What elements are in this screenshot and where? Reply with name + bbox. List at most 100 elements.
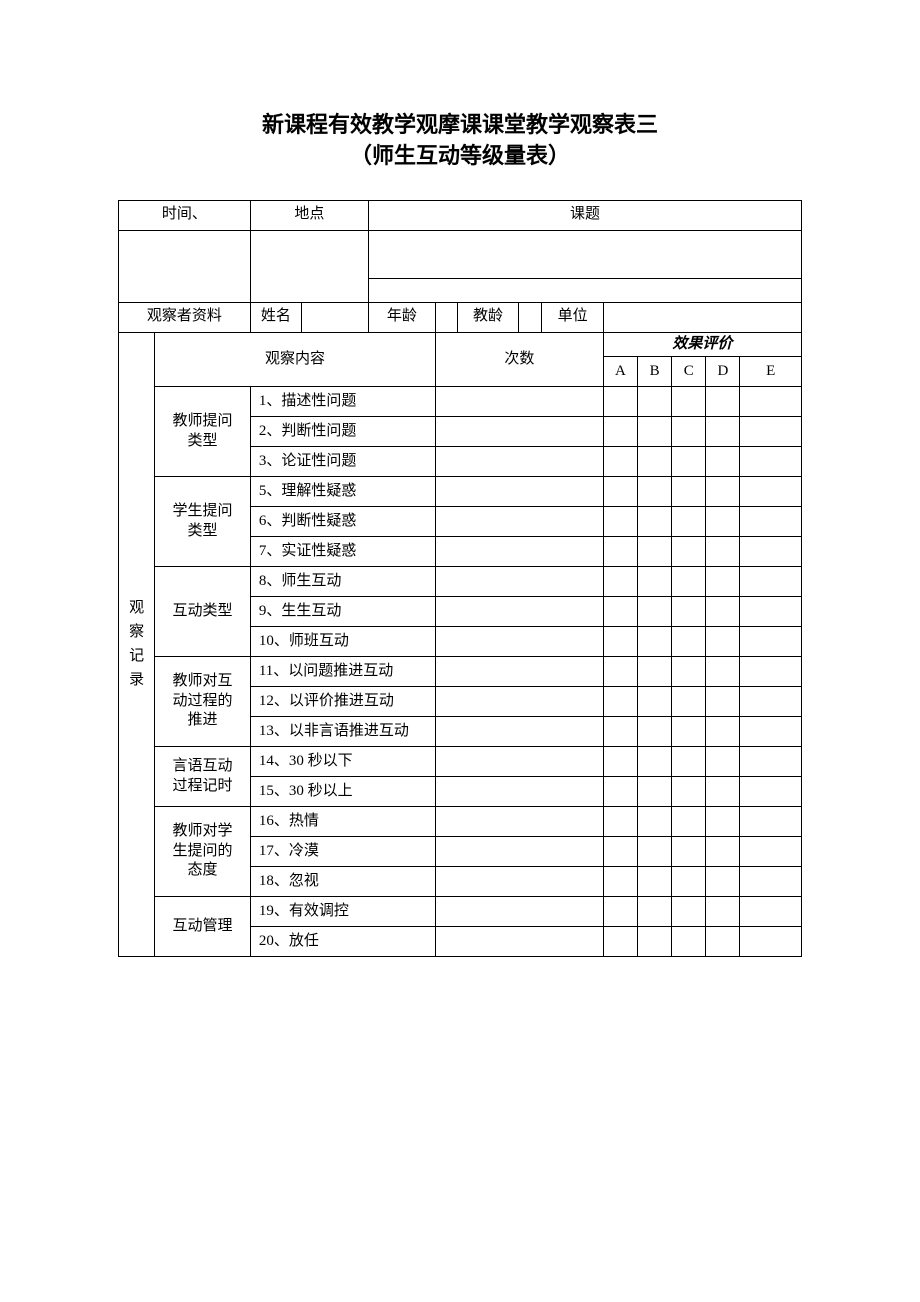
eval-cell — [672, 777, 706, 807]
item-label: 17、冷漠 — [250, 837, 435, 867]
item-label: 15、30 秒以上 — [250, 777, 435, 807]
eval-cell — [603, 537, 637, 567]
eval-cell — [706, 807, 740, 837]
eval-col-c: C — [672, 357, 706, 387]
count-cell — [435, 387, 603, 417]
eval-cell — [603, 837, 637, 867]
item-label: 18、忽视 — [250, 867, 435, 897]
eval-cell — [706, 507, 740, 537]
count-cell — [435, 717, 603, 747]
eval-cell — [740, 447, 802, 477]
eval-cell — [638, 687, 672, 717]
eval-cell — [672, 867, 706, 897]
eval-cell — [740, 807, 802, 837]
eval-cell — [706, 687, 740, 717]
eval-cell — [603, 597, 637, 627]
effect-eval-header: 效果评价 — [603, 332, 801, 357]
eval-cell — [740, 477, 802, 507]
teach-age-value — [519, 302, 542, 332]
eval-cell — [603, 657, 637, 687]
eval-cell — [603, 507, 637, 537]
category-label: 互动类型 — [155, 567, 251, 657]
place-label: 地点 — [250, 200, 368, 230]
category-label: 教师对互动过程的推进 — [155, 657, 251, 747]
eval-cell — [706, 867, 740, 897]
table-row: 互动管理 19、有效调控 — [119, 897, 802, 927]
eval-cell — [638, 387, 672, 417]
count-cell — [435, 657, 603, 687]
count-cell — [435, 747, 603, 777]
eval-cell — [740, 777, 802, 807]
eval-cell — [638, 417, 672, 447]
eval-cell — [603, 927, 637, 957]
item-label: 7、实证性疑惑 — [250, 537, 435, 567]
eval-cell — [638, 507, 672, 537]
eval-cell — [638, 657, 672, 687]
count-cell — [435, 867, 603, 897]
topic-label: 课题 — [368, 200, 801, 230]
item-label: 6、判断性疑惑 — [250, 507, 435, 537]
eval-cell — [638, 807, 672, 837]
eval-col-a: A — [603, 357, 637, 387]
eval-cell — [740, 507, 802, 537]
eval-cell — [672, 447, 706, 477]
eval-col-e: E — [740, 357, 802, 387]
time-value — [119, 230, 251, 302]
category-label: 言语互动过程记时 — [155, 747, 251, 807]
count-cell — [435, 417, 603, 447]
eval-cell — [672, 687, 706, 717]
count-cell — [435, 567, 603, 597]
observer-label: 观察者资料 — [119, 302, 251, 332]
eval-cell — [740, 537, 802, 567]
eval-cell — [638, 447, 672, 477]
eval-cell — [672, 567, 706, 597]
time-label: 时间、 — [119, 200, 251, 230]
eval-cell — [740, 717, 802, 747]
topic-value-1 — [368, 230, 801, 278]
eval-cell — [638, 897, 672, 927]
eval-cell — [672, 927, 706, 957]
eval-cell — [740, 417, 802, 447]
header-row-1: 时间、 地点 课题 — [119, 200, 802, 230]
unit-label: 单位 — [542, 302, 603, 332]
item-label: 2、判断性问题 — [250, 417, 435, 447]
count-cell — [435, 597, 603, 627]
table-row: 教师对学生提问的态度 16、热情 — [119, 807, 802, 837]
eval-cell — [603, 807, 637, 837]
item-label: 10、师班互动 — [250, 627, 435, 657]
eval-cell — [603, 717, 637, 747]
eval-cell — [706, 387, 740, 417]
vertical-label: 观察记录 — [119, 332, 155, 957]
item-label: 1、描述性问题 — [250, 387, 435, 417]
eval-cell — [638, 927, 672, 957]
eval-cell — [706, 627, 740, 657]
eval-cell — [603, 627, 637, 657]
category-label: 互动管理 — [155, 897, 251, 957]
eval-cell — [638, 537, 672, 567]
eval-cell — [638, 777, 672, 807]
eval-cell — [706, 657, 740, 687]
eval-cell — [740, 657, 802, 687]
count-cell — [435, 507, 603, 537]
header-row-2 — [119, 230, 802, 278]
eval-cell — [638, 717, 672, 747]
observer-row: 观察者资料 姓名 年龄 教龄 单位 — [119, 302, 802, 332]
name-label: 姓名 — [250, 302, 301, 332]
eval-cell — [706, 777, 740, 807]
category-label: 教师提问类型 — [155, 387, 251, 477]
table-row: 教师提问类型 1、描述性问题 — [119, 387, 802, 417]
eval-cell — [740, 837, 802, 867]
count-header: 次数 — [435, 332, 603, 387]
table-row: 言语互动过程记时 14、30 秒以下 — [119, 747, 802, 777]
eval-cell — [672, 417, 706, 447]
unit-value — [603, 302, 801, 332]
table-row: 互动类型 8、师生互动 — [119, 567, 802, 597]
table-row: 学生提问类型 5、理解性疑惑 — [119, 477, 802, 507]
section-header-row: 观察记录 观察内容 次数 效果评价 — [119, 332, 802, 357]
eval-cell — [706, 477, 740, 507]
eval-cell — [672, 627, 706, 657]
eval-col-b: B — [638, 357, 672, 387]
item-label: 14、30 秒以下 — [250, 747, 435, 777]
eval-cell — [603, 867, 637, 897]
eval-cell — [740, 567, 802, 597]
